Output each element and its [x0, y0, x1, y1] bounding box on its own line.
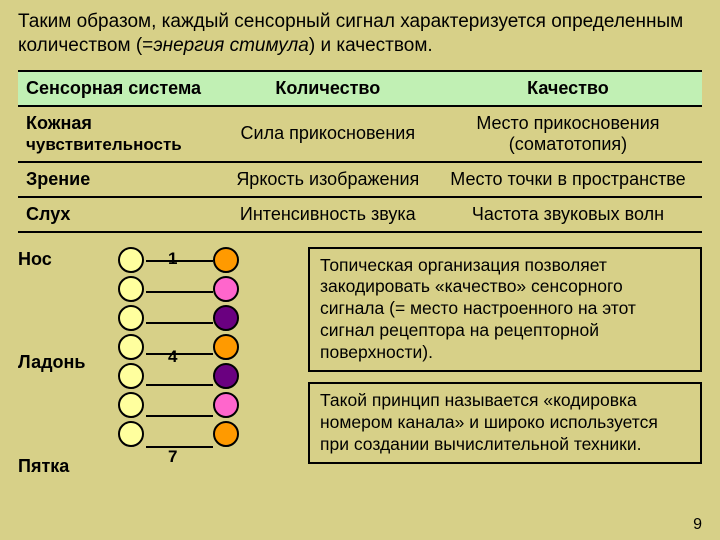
- channel-circle: [213, 247, 239, 273]
- intro-after: ) и качеством.: [309, 35, 433, 56]
- label-nose: Нос: [18, 249, 108, 270]
- cell-qty: Яркость изображения: [222, 162, 434, 197]
- th-system: Сенсорная система: [18, 71, 222, 106]
- explanation-column: Топическая организация позволяет закодир…: [308, 247, 702, 482]
- connector-line: [146, 291, 213, 293]
- diagram-number: 1: [168, 249, 177, 269]
- table-row: Зрение Яркость изображения Место точки в…: [18, 162, 702, 197]
- sensory-table: Сенсорная система Количество Качество Ко…: [18, 70, 702, 233]
- cell-system: Кожная чувствительность: [18, 106, 222, 162]
- diagram-number: 4: [168, 347, 177, 367]
- channel-circle: [213, 305, 239, 331]
- connector-line: [146, 353, 213, 355]
- system-name: Зрение: [26, 169, 90, 189]
- connector-line: [146, 384, 213, 386]
- table-header-row: Сенсорная система Количество Качество: [18, 71, 702, 106]
- channel-circle: [213, 276, 239, 302]
- intro-text: Таким образом, каждый сенсорный сигнал х…: [18, 10, 702, 58]
- cell-qual: Частота звуковых волн: [434, 197, 702, 232]
- intro-em: энергия стимула: [153, 35, 309, 56]
- receptor-circle: [118, 334, 144, 360]
- system-name: Кожная: [26, 113, 92, 133]
- circle-column-left: [118, 247, 144, 450]
- table-row: Слух Интенсивность звука Частота звуковы…: [18, 197, 702, 232]
- connector-line: [146, 322, 213, 324]
- receptor-circle: [118, 392, 144, 418]
- connector-line: [146, 260, 213, 262]
- label-palm: Ладонь: [18, 352, 108, 373]
- channel-circle: [213, 421, 239, 447]
- cell-qual: Место точки в пространстве: [434, 162, 702, 197]
- th-qty: Количество: [222, 71, 434, 106]
- channel-circle: [213, 334, 239, 360]
- cell-system: Слух: [18, 197, 222, 232]
- page-number: 9: [693, 516, 702, 534]
- cell-qty: Сила прикосновения: [222, 106, 434, 162]
- explanation-box-2: Такой принцип называется «кодировка номе…: [308, 382, 702, 464]
- explanation-box-1: Топическая организация позволяет закодир…: [308, 247, 702, 372]
- table-row: Кожная чувствительность Сила прикосновен…: [18, 106, 702, 162]
- system-sub: чувствительность: [26, 135, 182, 154]
- connector-line: [146, 415, 213, 417]
- system-name: Слух: [26, 204, 70, 224]
- label-heel: Пятка: [18, 456, 108, 477]
- qual-sub: (соматотопия): [509, 134, 627, 154]
- receptor-circle: [118, 305, 144, 331]
- channel-circle: [213, 363, 239, 389]
- cell-qty: Интенсивность звука: [222, 197, 434, 232]
- th-qual: Качество: [434, 71, 702, 106]
- lower-section: Нос Ладонь Пятка 1 4 7 Топическая органи…: [18, 247, 702, 482]
- qual-main: Место прикосновения: [476, 113, 659, 133]
- cell-system: Зрение: [18, 162, 222, 197]
- circle-column-right: [213, 247, 239, 450]
- connector-line: [146, 446, 213, 448]
- channel-diagram: 1 4 7: [108, 247, 308, 482]
- receptor-circle: [118, 363, 144, 389]
- receptor-circle: [118, 421, 144, 447]
- body-labels: Нос Ладонь Пятка: [18, 247, 108, 477]
- channel-circle: [213, 392, 239, 418]
- receptor-circle: [118, 247, 144, 273]
- diagram-number: 7: [168, 447, 177, 467]
- cell-qual: Место прикосновения (соматотопия): [434, 106, 702, 162]
- receptor-circle: [118, 276, 144, 302]
